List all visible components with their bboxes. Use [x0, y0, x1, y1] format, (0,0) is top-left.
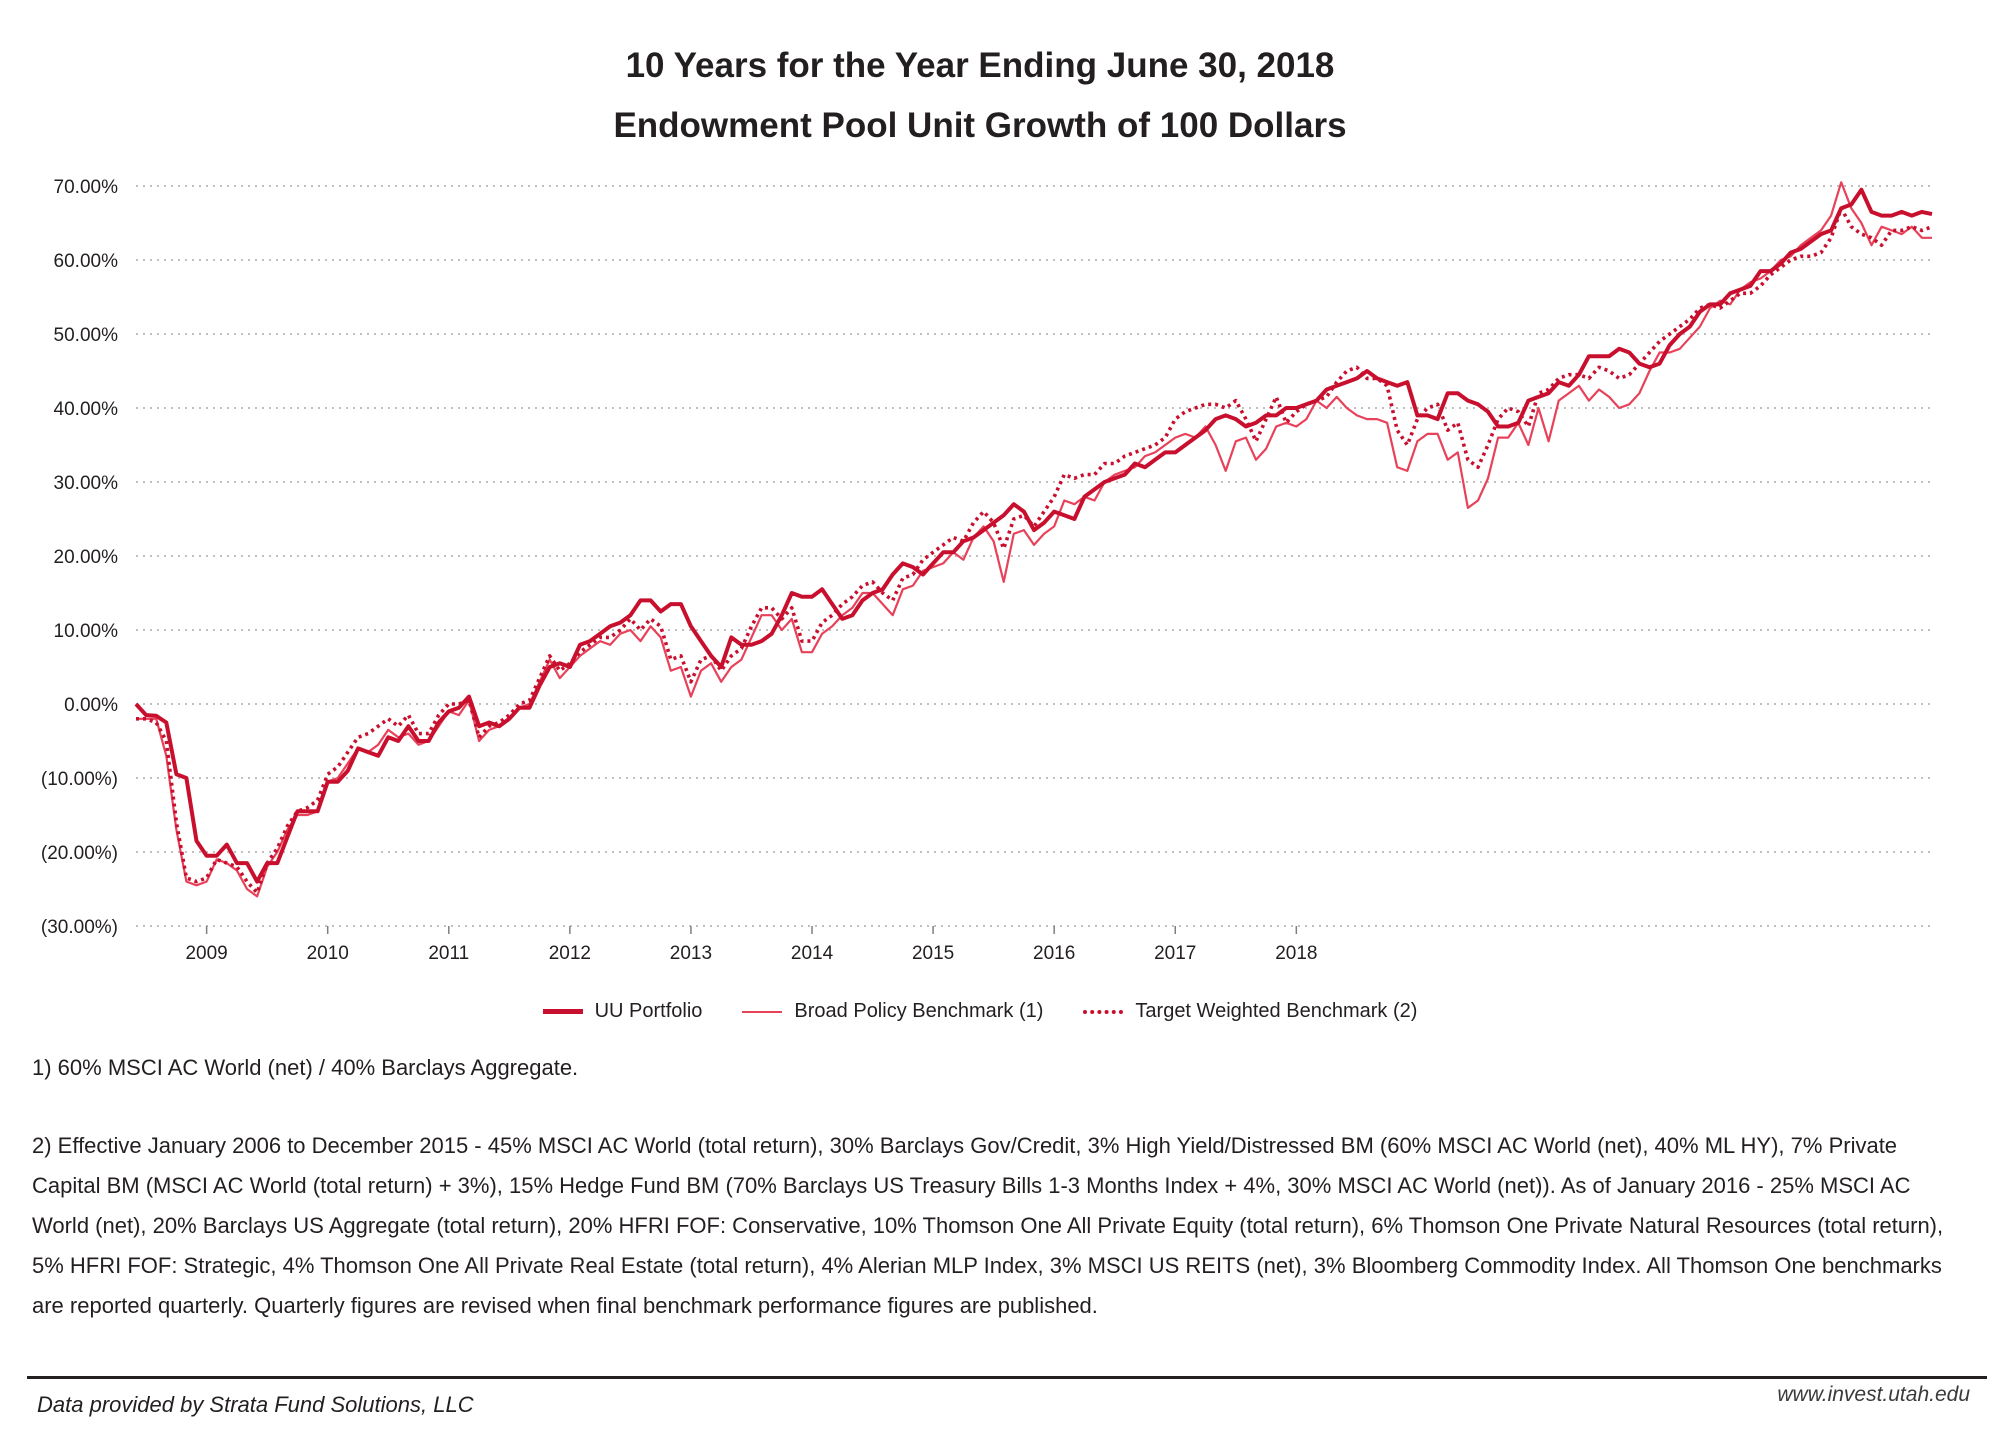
legend-item-target-weighted: Target Weighted Benchmark (2)	[1083, 1000, 1417, 1023]
x-tick-label: 2017	[1154, 943, 1196, 964]
gridlines	[136, 185, 1932, 927]
y-tick-label: 10.00%	[54, 621, 119, 642]
y-tick-label: 60.00%	[54, 251, 119, 272]
y-tick-label: (20.00%)	[41, 843, 118, 864]
x-tick-label: 2012	[549, 943, 591, 964]
x-tick-label: 2015	[912, 943, 954, 964]
legend-label: Target Weighted Benchmark (2)	[1135, 1000, 1418, 1022]
legend-swatch-solid-thick	[542, 1009, 583, 1014]
y-tick-label: (10.00%)	[41, 769, 118, 790]
x-tick-label: 2014	[791, 943, 834, 964]
y-tick-label: 30.00%	[54, 473, 119, 494]
y-tick-label: 20.00%	[54, 547, 119, 568]
footnote-2: 2) Effective January 2006 to December 20…	[32, 1133, 1944, 1318]
chart-title: 10 Years for the Year Ending June 30, 20…	[625, 46, 1335, 85]
x-tick-label: 2011	[428, 943, 469, 964]
y-tick-label: 0.00%	[64, 695, 118, 716]
x-tick-label: 2016	[1033, 943, 1075, 964]
legend-item-uu-portfolio: UU Portfolio	[542, 1000, 703, 1023]
legend-item-broad-policy: Broad Policy Benchmark (1)	[742, 1000, 1043, 1023]
line-chart: 70.00% 60.00% 50.00% 40.00% 30.00% 20.00% 10.0…	[41, 177, 1933, 964]
x-tick-label: 2010	[307, 943, 349, 964]
legend: UU Portfolio Broad Policy Benchmark (1) …	[0, 1000, 1960, 1023]
series-lines	[134, 181, 1933, 898]
x-tick-label: 2018	[1275, 943, 1317, 964]
legend-swatch-dotted	[1083, 1009, 1124, 1014]
x-tick-label: 2013	[670, 943, 712, 964]
chart-subtitle: Endowment Pool Unit Growth of 100 Dollar…	[613, 106, 1347, 145]
y-tick-label: 50.00%	[54, 325, 119, 346]
footer-divider	[27, 1376, 1987, 1379]
footnote-1: 1) 60% MSCI AC World (net) / 40% Barclay…	[32, 1055, 579, 1080]
y-tick-label: 70.00%	[54, 177, 119, 198]
x-axis: 2009 2010 2011 2012 2013 2014 2015 2016 2017 2018	[185, 926, 1317, 964]
series-line-solid-thick	[134, 187, 1933, 884]
x-tick-label: 2009	[185, 943, 227, 964]
data-source: Data provided by Strata Fund Solutions, …	[37, 1392, 474, 1417]
legend-label: Broad Policy Benchmark (1)	[794, 1000, 1044, 1022]
y-tick-label: 40.00%	[54, 399, 119, 420]
website-link: www.invest.utah.edu	[1777, 1383, 1970, 1406]
y-axis: 70.00% 60.00% 50.00% 40.00% 30.00% 20.00% 10.0…	[41, 177, 118, 938]
legend-label: UU Portfolio	[594, 1000, 703, 1022]
series-line-solid-thin	[136, 181, 1932, 898]
y-tick-label: (30.00%)	[41, 917, 118, 938]
series-line-dotted	[136, 206, 1933, 895]
legend-swatch-solid-thin	[742, 1010, 783, 1013]
